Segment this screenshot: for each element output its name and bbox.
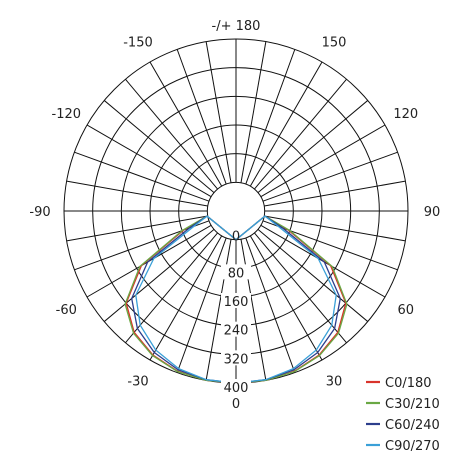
grid-spoke [205,239,232,381]
angle-label: -60 [56,303,77,318]
legend-label: C0/180 [385,376,432,391]
grid-spoke [149,61,223,187]
radial-tick-bg [221,350,251,366]
radial-tick-label: 240 [224,324,249,339]
angle-label: -30 [127,375,148,390]
angle-label: -150 [123,35,153,50]
grid-spoke [240,239,267,381]
grid-spoke [103,229,215,322]
radial-tick-label: 0 [232,230,240,245]
angle-label: 90 [424,205,441,220]
grid-spoke [245,237,296,373]
grid-spoke [240,41,267,183]
grid-spoke [257,100,369,193]
grid-spoke [264,215,406,242]
angle-label: 120 [393,107,418,122]
radial-tick-labels: 0 80 160 240 320 400 [221,230,251,396]
radial-tick-bg [221,264,251,280]
radial-tick-bg [221,293,251,308]
grid-spoke [245,49,296,185]
grid-spoke [66,180,208,207]
grid-spoke [262,151,398,202]
grid-spoke [74,151,210,202]
radial-tick-label: 160 [224,295,249,310]
legend-label: C30/210 [385,397,440,412]
angle-label: 150 [322,35,347,50]
grid-spoke [66,215,208,242]
radial-tick-bg [221,379,251,394]
grid-spoke [86,124,212,198]
grid-spoke [260,124,386,198]
legend: C0/180 C30/210 C60/240 C90/270 [366,376,440,454]
grid-spoke [249,61,323,187]
grid-spoke [254,232,347,344]
legend-label: C90/270 [385,439,440,454]
grid-spoke [249,235,323,361]
angle-label: 60 [397,303,414,318]
grid-spoke [149,235,223,361]
radial-tick-bg [221,321,251,337]
grid-spoke [176,237,227,373]
grid-spoke [205,41,232,183]
grid-spoke [264,180,406,207]
grid-spoke [125,232,218,344]
legend-label: C60/240 [385,418,440,433]
radial-tick-label: 80 [228,266,245,281]
grid-spoke [125,78,218,190]
angle-label: 30 [326,375,343,390]
grid-spoke [103,100,215,193]
angle-label: -/+ 180 [212,19,261,34]
angle-label: -120 [52,107,82,122]
grid-spoke [257,229,369,322]
radial-tick-label: 320 [224,352,249,367]
angle-label: -90 [29,205,50,220]
grid-spoke [254,78,347,190]
angle-label: 0 [232,397,240,412]
radial-tick-label: 400 [224,381,249,396]
grid-spoke [176,49,227,185]
angle-labels: -/+ 180 -150 150 -120 120 -90 90 -60 60 -30 30 0 [29,19,440,412]
